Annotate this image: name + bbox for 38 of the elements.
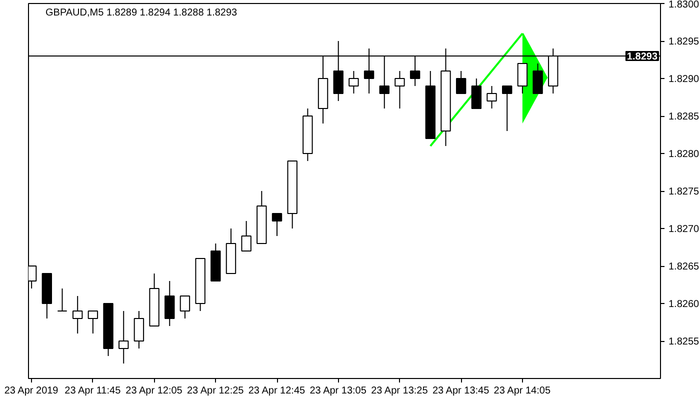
chart-title: GBPAUD,M5 1.8289 1.8294 1.8288 1.8293 [46, 8, 238, 18]
y-tick-label: 1.8280 [668, 149, 700, 160]
x-tick-label: 23 Apr 12:25 [187, 386, 244, 396]
candlestick [517, 63, 528, 94]
x-tick-label: 23 Apr 12:45 [248, 386, 306, 396]
x-tick-label: 23 Apr 11:45 [64, 386, 122, 396]
y-tick-label: 1.8295 [668, 36, 700, 48]
y-tick-label: 1.8260 [668, 299, 700, 310]
y-tick-label: 1.8300 [668, 0, 700, 10]
candlestick [164, 280, 175, 326]
ref-line-label: 1.8293 [626, 52, 658, 62]
candlestick [486, 86, 497, 109]
y-tick-label: 1.8265 [668, 262, 700, 272]
candlestick [272, 213, 282, 236]
y-tick-label: 1.8275 [668, 186, 700, 198]
x-tick-label: 23 Apr 14:05 [494, 386, 551, 396]
x-tick-label: 23 Apr 12:05 [126, 386, 183, 396]
candlestick [72, 296, 83, 334]
candlestick [134, 310, 144, 349]
candlestick [241, 220, 252, 252]
y-tick-label: 1.8290 [668, 74, 700, 85]
y-tick-label: 1.8255 [668, 336, 700, 348]
candlestick [532, 63, 543, 94]
x-tick-label: 23 Apr 13:45 [432, 386, 490, 396]
candlestick [348, 70, 359, 94]
x-tick-label: 23 Apr 13:25 [371, 386, 428, 396]
candlestick [502, 86, 512, 132]
candlestick [57, 288, 68, 312]
x-tick-label: 23 Apr 2019 [4, 386, 59, 396]
candlestick [394, 70, 405, 109]
candlestick [471, 78, 482, 109]
candlestick [118, 310, 129, 364]
candlestick [88, 310, 98, 334]
x-tick-label: 23 Apr 13:05 [310, 386, 367, 396]
y-tick-label: 1.8270 [668, 224, 700, 235]
candlestick [456, 70, 466, 94]
candlestick [180, 296, 190, 319]
y-tick-label: 1.8285 [668, 112, 700, 122]
